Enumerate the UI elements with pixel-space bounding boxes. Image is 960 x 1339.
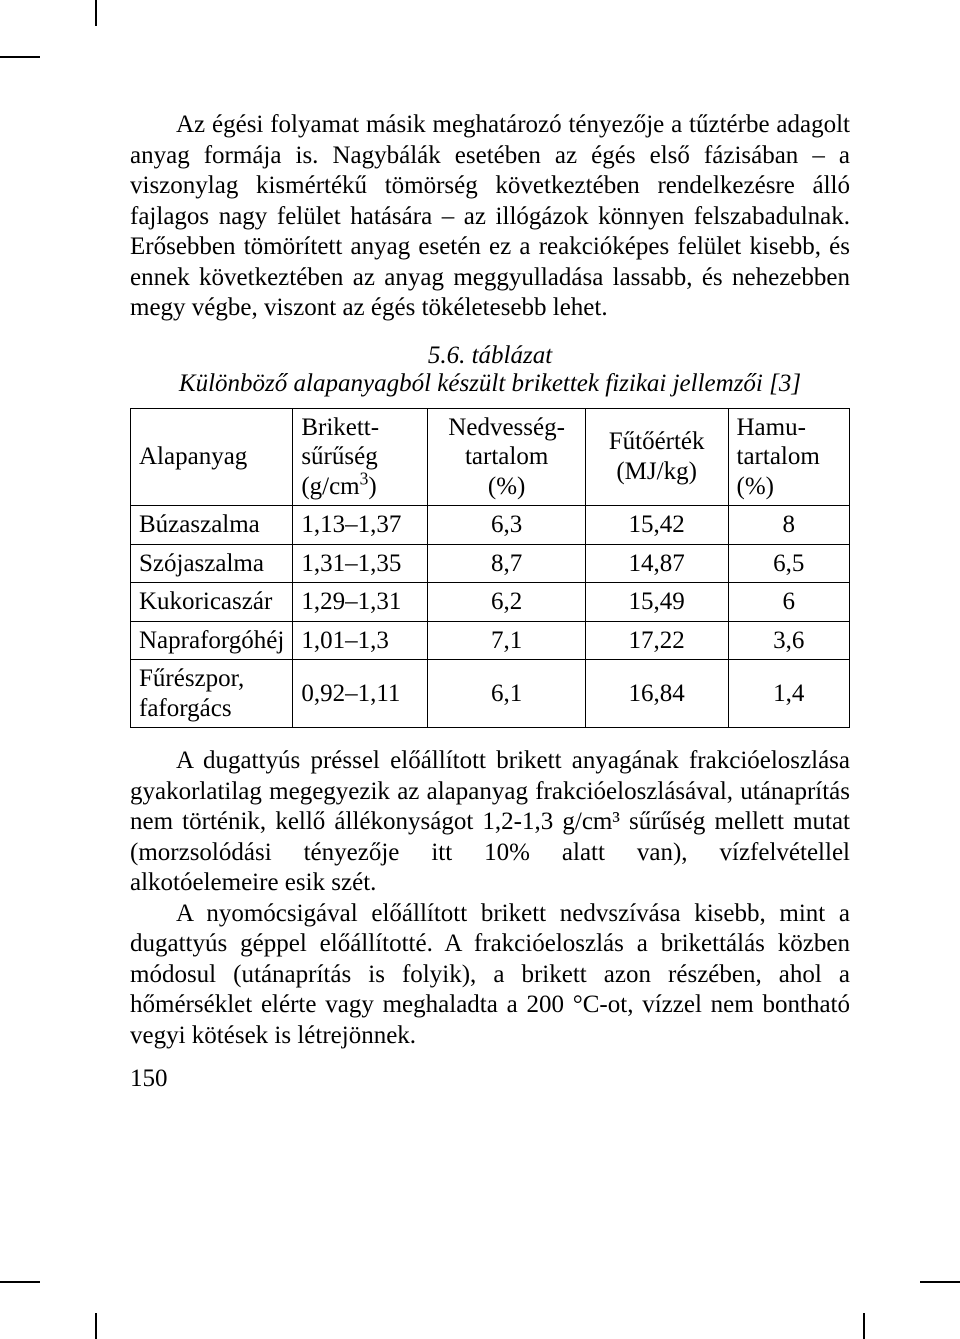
table-cell: 1,01–1,3 [293, 621, 428, 660]
table-cell: 15,42 [585, 506, 728, 545]
table-cell: 8 [728, 506, 850, 545]
table-cell: 14,87 [585, 544, 728, 583]
table-cell: Napraforgóhéj [131, 621, 293, 660]
table-header-cell: Brikett-sűrűség(g/cm3) [293, 408, 428, 506]
body-paragraph: Az égési folyamat másik meghatározó tény… [130, 110, 850, 324]
table-cell: Szójaszalma [131, 544, 293, 583]
briquette-table: AlapanyagBrikett-sűrűség(g/cm3)Nedvesség… [130, 408, 850, 729]
crop-mark [0, 1281, 40, 1283]
crop-mark [863, 1313, 865, 1339]
page-content: Az égési folyamat másik meghatározó tény… [130, 110, 850, 1229]
table-cell: 0,92–1,11 [293, 660, 428, 728]
body-paragraph: A nyomócsigával előállított brikett nedv… [130, 899, 850, 1052]
table-row: Búzaszalma1,13–1,376,315,428 [131, 506, 850, 545]
table-cell: 1,29–1,31 [293, 583, 428, 622]
table-cell: 6,1 [428, 660, 585, 728]
table-header-cell: Fűtőérték(MJ/kg) [585, 408, 728, 506]
body-paragraph: A dugattyús préssel előállított brikett … [130, 746, 850, 899]
table-cell: 15,49 [585, 583, 728, 622]
table-cell: 6,5 [728, 544, 850, 583]
table-header-row: AlapanyagBrikett-sűrűség(g/cm3)Nedvesség… [131, 408, 850, 506]
table-row: Napraforgóhéj1,01–1,37,117,223,6 [131, 621, 850, 660]
table-cell: 7,1 [428, 621, 585, 660]
table-cell: 16,84 [585, 660, 728, 728]
table-header-cell: Hamu-tartalom(%) [728, 408, 850, 506]
table-cell: 1,13–1,37 [293, 506, 428, 545]
table-cell: 8,7 [428, 544, 585, 583]
crop-mark [95, 0, 97, 26]
table-header-cell: Nedvesség-tartalom(%) [428, 408, 585, 506]
table-cell: 1,4 [728, 660, 850, 728]
table-cell: 17,22 [585, 621, 728, 660]
table-header-cell: Alapanyag [131, 408, 293, 506]
table-cell: 6 [728, 583, 850, 622]
table-cell: 1,31–1,35 [293, 544, 428, 583]
crop-mark [920, 1281, 960, 1283]
table-cell: Fűrészpor, faforgács [131, 660, 293, 728]
crop-mark [95, 1313, 97, 1339]
table-row: Fűrészpor, faforgács0,92–1,116,116,841,4 [131, 660, 850, 728]
table-cell: 6,3 [428, 506, 585, 545]
page-number: 150 [130, 1065, 850, 1093]
table-caption-number: 5.6. táblázat [130, 342, 850, 370]
table-cell: Kukoricaszár [131, 583, 293, 622]
table-row: Szójaszalma1,31–1,358,714,876,5 [131, 544, 850, 583]
table-row: Kukoricaszár1,29–1,316,215,496 [131, 583, 850, 622]
table-cell: 3,6 [728, 621, 850, 660]
crop-mark [0, 56, 40, 58]
table-cell: Búzaszalma [131, 506, 293, 545]
table-cell: 6,2 [428, 583, 585, 622]
table-caption-text: Különböző alapanyagból készült brikettek… [130, 370, 850, 398]
